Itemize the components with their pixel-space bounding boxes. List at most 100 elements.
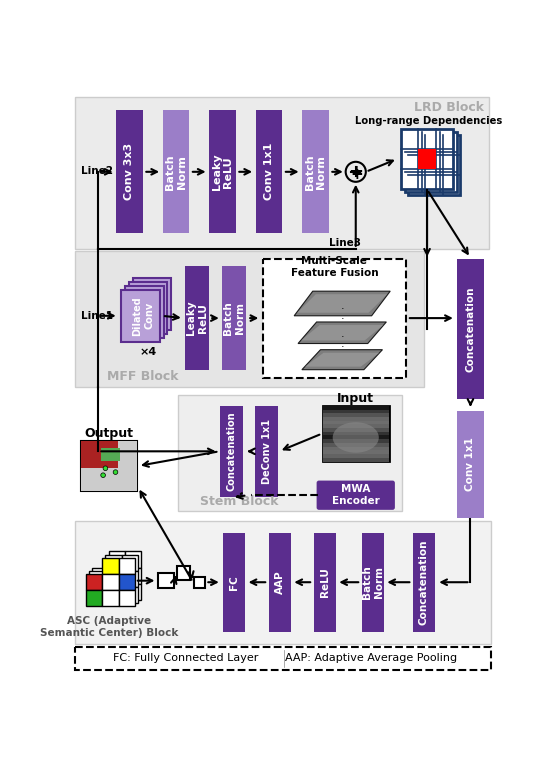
Text: ReLU: ReLU	[320, 567, 330, 597]
Bar	[302, 110, 328, 233]
Bar	[223, 533, 245, 631]
Circle shape	[101, 473, 105, 478]
Ellipse shape	[333, 422, 379, 453]
Bar	[105, 555, 121, 571]
FancyBboxPatch shape	[132, 278, 171, 330]
FancyBboxPatch shape	[129, 282, 167, 334]
Bar	[119, 590, 135, 606]
Text: ·
·: · ·	[341, 304, 344, 324]
Circle shape	[113, 470, 118, 475]
Polygon shape	[301, 325, 383, 340]
Text: Conv 1x1: Conv 1x1	[465, 437, 475, 491]
Bar	[323, 446, 389, 451]
Bar	[81, 441, 137, 491]
Bar	[75, 521, 491, 644]
Bar	[102, 590, 119, 606]
Bar	[75, 251, 424, 387]
Bar	[105, 571, 121, 587]
Bar	[109, 568, 125, 584]
Bar	[125, 568, 141, 584]
Bar	[89, 571, 105, 587]
Bar	[405, 132, 457, 192]
Bar	[177, 566, 190, 580]
Text: Concatenation: Concatenation	[419, 540, 429, 625]
Text: Line3: Line3	[328, 238, 360, 248]
Bar	[116, 110, 142, 233]
Text: MFF Block: MFF Block	[107, 370, 178, 383]
Bar	[323, 417, 389, 421]
Text: Leaky
ReLU: Leaky ReLU	[211, 154, 233, 190]
Bar	[323, 428, 389, 433]
Bar	[75, 97, 489, 249]
Bar	[121, 555, 138, 571]
FancyBboxPatch shape	[125, 286, 163, 338]
Bar	[102, 558, 119, 574]
Bar	[158, 573, 174, 588]
Bar	[125, 584, 141, 600]
Bar	[323, 458, 389, 462]
Bar	[457, 411, 484, 518]
Bar	[81, 441, 118, 468]
Text: Stem Block: Stem Block	[200, 495, 279, 508]
Bar	[323, 439, 389, 443]
Bar	[255, 406, 278, 496]
Bar	[163, 110, 189, 233]
Bar	[121, 571, 138, 587]
Text: Dilated
Conv: Dilated Conv	[132, 296, 154, 336]
Bar	[323, 432, 389, 436]
Bar	[256, 110, 282, 233]
Text: Line2: Line2	[81, 166, 113, 176]
Bar	[102, 574, 119, 590]
Text: Input: Input	[337, 392, 374, 405]
Bar	[86, 590, 102, 606]
Bar	[178, 395, 402, 511]
Text: LRD Block: LRD Block	[414, 102, 484, 114]
Text: Batch
Norm: Batch Norm	[305, 154, 326, 190]
Text: Batch
Norm: Batch Norm	[223, 301, 245, 335]
Text: Output: Output	[85, 427, 134, 440]
Text: ×4: ×4	[140, 347, 157, 357]
Bar	[81, 468, 137, 491]
Bar	[408, 135, 460, 195]
Text: Batch
Norm: Batch Norm	[165, 154, 187, 190]
Bar	[119, 574, 135, 590]
Bar	[81, 441, 137, 491]
Bar	[323, 443, 389, 447]
Bar	[323, 413, 389, 418]
Circle shape	[103, 466, 108, 471]
Bar	[185, 266, 209, 370]
Bar	[418, 149, 436, 169]
Bar	[86, 574, 102, 590]
Bar	[105, 587, 121, 603]
Bar	[222, 266, 246, 370]
Text: Concatenation: Concatenation	[465, 286, 475, 371]
Bar	[220, 406, 243, 496]
Polygon shape	[302, 349, 383, 370]
Polygon shape	[297, 294, 387, 313]
Text: DeConv 1x1: DeConv 1x1	[262, 419, 272, 484]
Bar	[92, 584, 109, 600]
Bar	[209, 110, 236, 233]
Text: ASC (Adaptive
Semantic Center) Block: ASC (Adaptive Semantic Center) Block	[40, 616, 178, 637]
Bar	[323, 450, 389, 455]
Bar	[125, 551, 141, 568]
Bar	[323, 406, 389, 462]
Bar	[323, 409, 389, 414]
Polygon shape	[298, 322, 386, 343]
Text: +: +	[350, 167, 363, 182]
Text: FC: FC	[229, 575, 239, 590]
Bar	[92, 568, 109, 584]
Text: ·
·: · ·	[341, 332, 344, 352]
Bar	[314, 533, 336, 631]
FancyBboxPatch shape	[121, 290, 160, 342]
Bar	[109, 551, 125, 568]
Polygon shape	[294, 291, 390, 316]
Bar	[323, 454, 389, 459]
Bar	[119, 558, 135, 574]
Bar	[263, 258, 406, 378]
Bar	[362, 533, 384, 631]
Bar	[323, 421, 389, 425]
Bar	[323, 435, 389, 440]
Bar	[323, 424, 389, 429]
Bar	[101, 449, 120, 461]
